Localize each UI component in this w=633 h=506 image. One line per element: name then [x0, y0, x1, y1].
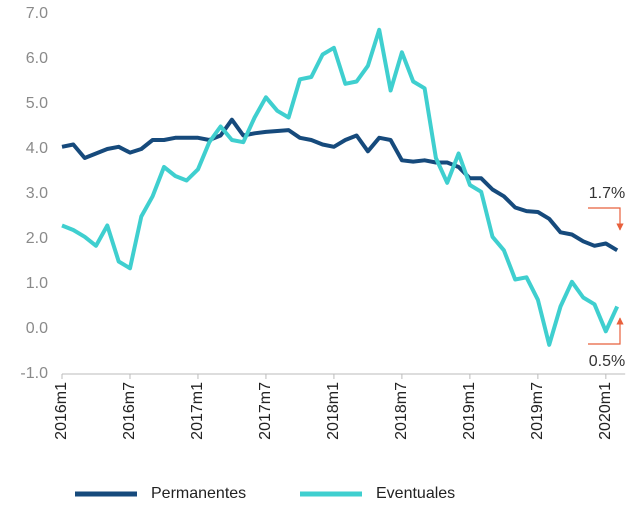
y-tick-label: 5.0 [26, 95, 48, 112]
x-tick-label: 2016m1 [53, 382, 70, 440]
x-tick-label: 2019m7 [529, 382, 546, 440]
y-tick-label: 0.0 [26, 320, 48, 337]
y-tick-label: 3.0 [26, 185, 48, 202]
annotation-arrow [588, 207, 624, 231]
annotation: 1.7% [589, 185, 625, 202]
legend-label: Eventuales [376, 485, 455, 502]
x-tick-label: 2019m1 [461, 382, 478, 440]
series-line [61, 117, 619, 253]
annotation: 0.5% [589, 353, 625, 370]
x-tick-label: 2017m7 [257, 382, 274, 440]
y-tick-label: 1.0 [26, 275, 48, 292]
x-tick-label: 2016m7 [121, 382, 138, 440]
annotation-arrow [588, 317, 624, 345]
y-tick-label: -1.0 [20, 365, 48, 382]
legend-label: Permanentes [151, 485, 246, 502]
y-tick-label: 4.0 [26, 140, 48, 157]
x-tick-label: 2017m1 [189, 382, 206, 440]
y-tick-label: 6.0 [26, 50, 48, 67]
x-tick-label: 2018m1 [325, 382, 342, 440]
x-tick-label: 2018m7 [393, 382, 410, 440]
x-tick-label: 2020m1 [597, 382, 614, 440]
y-tick-label: 2.0 [26, 230, 48, 247]
y-tick-label: 7.0 [26, 5, 48, 22]
series-line [61, 27, 620, 347]
